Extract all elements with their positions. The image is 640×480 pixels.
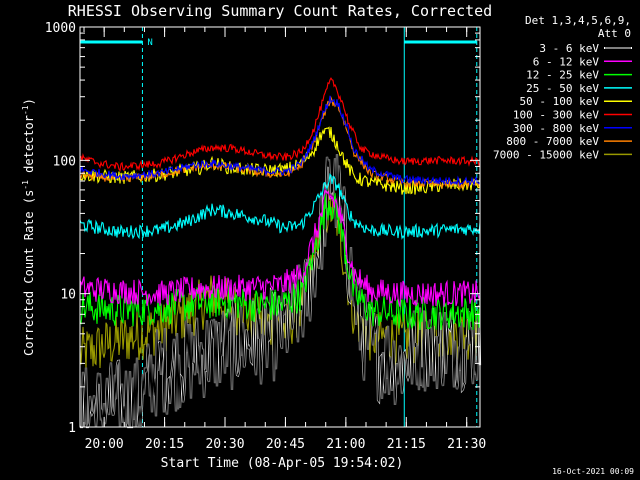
series-line-6-12-kev: [79, 187, 481, 308]
y-tick-label: 100: [53, 154, 76, 169]
y-axis-label-part-2: detector: [22, 115, 36, 180]
plot-frame: [79, 26, 481, 428]
legend-label: 800 - 7000 keV: [506, 135, 599, 148]
legend-header-line-2: Att 0: [598, 27, 631, 40]
legend-label: 7000 - 15000 keV: [493, 148, 599, 161]
series-line-50-100-kev: [79, 126, 481, 195]
series-line-300-800-kev: [79, 95, 481, 187]
legend-label: 6 - 12 keV: [533, 55, 600, 68]
footer-timestamp: 16-Oct-2021 00:09: [552, 467, 634, 476]
y-axis-label-exp-1: -1: [21, 180, 30, 190]
x-tick-label: 20:00: [85, 437, 124, 452]
y-tick-label: 1000: [45, 21, 76, 36]
series-line-3-6-kev: [80, 154, 481, 428]
x-tick-label: 20:45: [266, 437, 305, 452]
y-axis-label-part-3: ): [22, 98, 36, 105]
y-axis-label: Corrected Count Rate (s-1 detector-1): [21, 98, 36, 356]
y-axis: 1 10 100 1000: [45, 21, 480, 436]
legend-label: 300 - 800 keV: [513, 122, 599, 135]
y-tick-label: 10: [60, 288, 76, 303]
series-lines: [79, 77, 482, 429]
y-axis-label-part-1: Corrected Count Rate (s: [22, 190, 36, 356]
x-axis: 20:00 20:15 20:30 20:45 21:00 21:15 21:30: [83, 27, 486, 452]
series-line-25-50-kev: [79, 172, 481, 240]
x-tick-label: 21:30: [447, 437, 486, 452]
legend-label: 100 - 300 keV: [513, 109, 599, 122]
x-tick-label: 20:15: [145, 437, 184, 452]
legend-label: 3 - 6 keV: [539, 42, 599, 55]
y-tick-label: 1: [68, 421, 76, 436]
x-axis-label: Start Time (08-Apr-05 19:54:02): [161, 456, 404, 471]
legend-header-line-1: Det 1,3,4,5,6,9,: [525, 14, 631, 27]
series-line-100-300-kev: [79, 77, 481, 172]
x-tick-label: 20:30: [205, 437, 244, 452]
x-tick-label: 21:00: [326, 437, 365, 452]
legend-label: 12 - 25 keV: [526, 69, 599, 82]
y-axis-label-exp-2: -1: [21, 105, 30, 115]
x-tick-label: 21:15: [387, 437, 426, 452]
series-line-800-7000-kev: [79, 95, 481, 190]
chart-title: RHESSI Observing Summary Count Rates, Co…: [68, 2, 492, 20]
legend-label: 50 - 100 keV: [520, 95, 600, 108]
night-label: N: [147, 38, 152, 48]
legend-label: 25 - 50 keV: [526, 82, 599, 95]
